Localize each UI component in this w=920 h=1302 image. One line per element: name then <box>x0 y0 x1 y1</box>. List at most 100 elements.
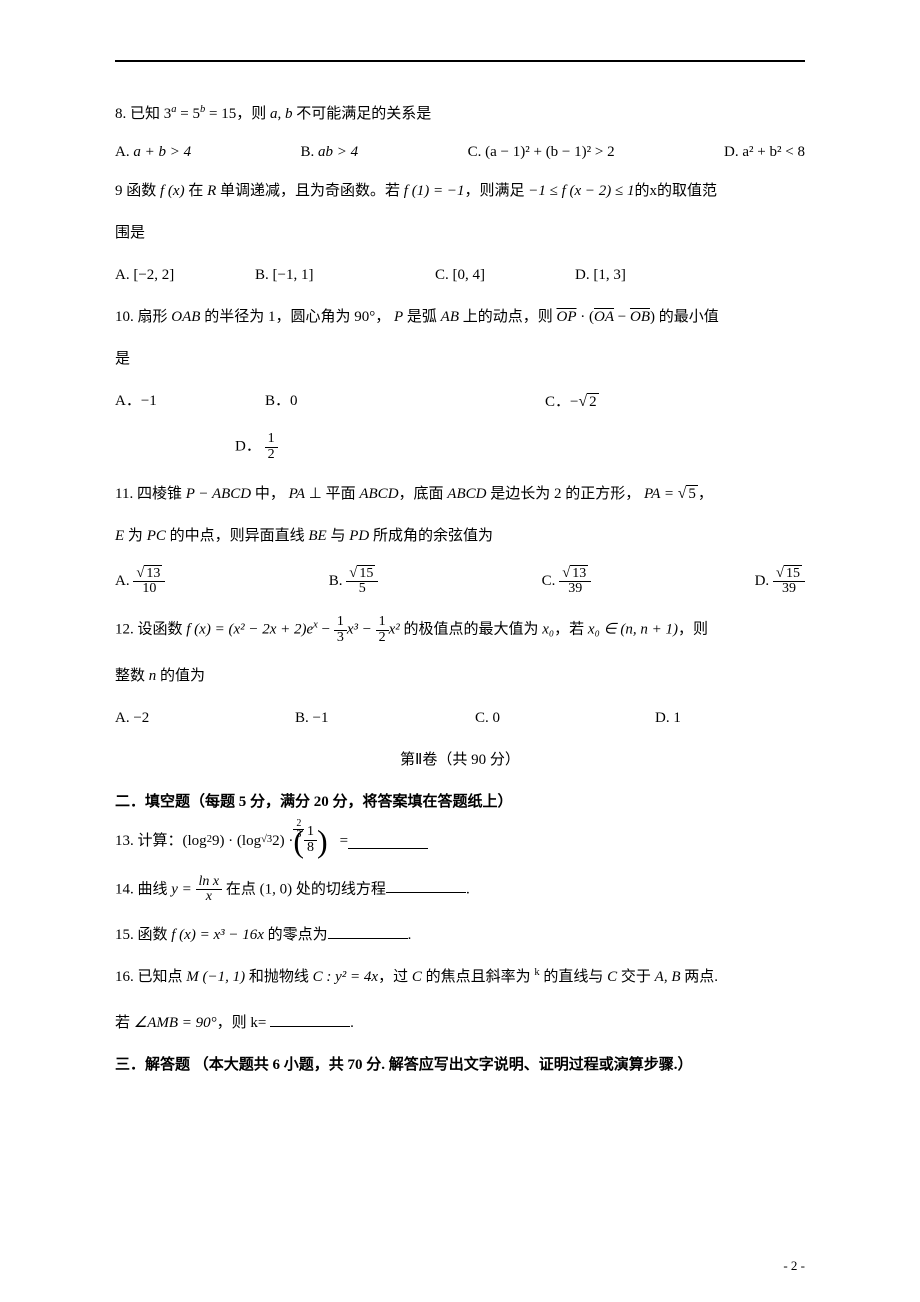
q16-t3: ，过 <box>378 969 412 985</box>
q13-fd: 8 <box>304 841 317 856</box>
q11-l2b: 为 <box>124 528 147 544</box>
q12-a: −2 <box>133 710 149 726</box>
q12-opt-a: A. −2 <box>115 706 295 730</box>
q9-opt-b: B. [−1, 1] <box>255 263 435 287</box>
q14-blank <box>386 877 466 893</box>
q9-t3: 单调递减，且为奇函数。若 <box>216 183 404 199</box>
part-2-title: 第Ⅱ卷（共 90 分） <box>115 748 805 772</box>
q11-l2e: 所成角的余弦值为 <box>369 528 493 544</box>
q16-l2b: ，则 k= <box>217 1015 270 1031</box>
q8-opt-c: C. (a − 1)² + (b − 1)² > 2 <box>468 144 615 161</box>
q9-f1: f (1) = −1 <box>404 183 465 199</box>
q13-p3: 2) · <box>272 829 293 853</box>
q12-options: A. −2 B. −1 C. 0 D. 1 <box>115 706 805 730</box>
q10-minus: − <box>614 309 630 325</box>
q12-t3: ，若 <box>554 622 588 638</box>
q11-stem-l2: E 为 PC 的中点，则异面直线 BE 与 PD 所成角的余弦值为 <box>115 524 805 548</box>
q11-pyr: P − ABCD <box>186 486 251 502</box>
q11-PA: PA <box>289 486 305 502</box>
q10-opt-c-rad: 2 <box>587 393 599 410</box>
q12-l2: 整数 <box>115 668 149 684</box>
q15-t1: 15. 函数 <box>115 927 171 943</box>
q11-t2: 中， <box>251 486 289 502</box>
q14-t2: 在点 <box>222 881 260 897</box>
q12-f1n: 1 <box>334 615 347 631</box>
q9-stem-l2: 围是 <box>115 221 805 245</box>
q11-c-num: 13 <box>570 565 588 581</box>
q14-num: ln x <box>199 874 220 889</box>
q11-options: A. 1310 B. 155 C. 1339 D. 1539 <box>115 566 805 597</box>
q11-b-den: 5 <box>346 582 378 597</box>
q10-t3: ，圆心角为 <box>275 309 354 325</box>
q10-AB: AB <box>441 309 459 325</box>
q13: 13. 计算： (log2 9) · (log√3 2) · ( 18 ) 23… <box>115 825 805 857</box>
q9-opt-a-m: [−2, 2] <box>133 267 174 283</box>
q10-P: P <box>394 309 403 325</box>
q12-l2b: 的值为 <box>156 668 205 684</box>
section-3-title: 三．解答题 （本大题共 6 小题，共 70 分. 解答应写出文字说明、证明过程或… <box>115 1053 805 1074</box>
q10-oab: OAB <box>171 309 200 325</box>
q12-f1d: 3 <box>334 631 347 646</box>
q8-opt-c-math: (a − 1)² + (b − 1)² > 2 <box>485 144 614 160</box>
q14-y: y = <box>171 881 195 897</box>
q9-t2: 在 <box>185 183 208 199</box>
q16-ang: ∠AMB = 90° <box>134 1015 217 1031</box>
q12-stem-l1: 12. 设函数 f (x) = (x² − 2x + 2)ex − 13x³ −… <box>115 615 805 645</box>
q16-blank <box>270 1011 350 1027</box>
q10-opt-b: B．0 <box>265 389 545 414</box>
q10-90: 90° <box>354 309 375 325</box>
q10-dot: · ( <box>577 309 595 325</box>
q8-opt-d-math: a² + b² < 8 <box>742 144 805 160</box>
page-number: - 2 - <box>783 1258 805 1274</box>
q12-x2: x² <box>389 622 400 638</box>
q13-fn: 1 <box>304 825 317 841</box>
q13-big-frac: ( 18 ) 23 <box>293 825 327 857</box>
q12-f2d: 2 <box>376 631 389 646</box>
q11-stem-l1: 11. 四棱锥 P − ABCD 中， PA ⊥ 平面 ABCD，底面 ABCD… <box>115 481 805 506</box>
q9-opt-d-m: [1, 3] <box>593 267 626 283</box>
q16-t5: 的直线与 <box>540 969 608 985</box>
section-2-title: 二．填空题（每题 5 分，满分 20 分，将答案填在答题纸上） <box>115 790 805 811</box>
q12-f2n: 1 <box>376 615 389 631</box>
q14-t1: 14. 曲线 <box>115 881 171 897</box>
q8-eq2: = 15 <box>205 106 236 122</box>
q12-d: 1 <box>673 710 681 726</box>
q8-options: A. a + b > 4 B. ab > 4 C. (a − 1)² + (b … <box>115 144 805 161</box>
q11-c-den: 39 <box>559 582 591 597</box>
q13-exp: 23 <box>293 819 304 841</box>
q10-t4: ， <box>375 309 394 325</box>
q11-a-num: 13 <box>144 565 162 581</box>
q12-t2: 的极值点的最大值为 <box>400 622 543 638</box>
q12-t4: ，则 <box>678 622 708 638</box>
q9-t5: 的x的取值范 <box>635 183 718 199</box>
q10-opt-c-pre: − <box>570 394 578 410</box>
q12-x3: x³ − <box>347 622 376 638</box>
q10-vec-oa: OA <box>594 309 614 325</box>
q11-paeq: PA = <box>644 486 678 502</box>
q11-perp: ⊥ 平面 <box>305 486 359 502</box>
q12-f: f (x) = (x² − 2x + 2)e <box>186 622 313 638</box>
q11-d-num: 15 <box>784 565 802 581</box>
q8-text: 8. 已知 <box>115 106 160 122</box>
q16-l2: 若 ∠AMB = 90°，则 k= . <box>115 1011 805 1035</box>
q16-t2: 和抛物线 <box>245 969 313 985</box>
q16-C: C : y² = 4x <box>313 969 378 985</box>
q15-t2: 的零点为 <box>264 927 328 943</box>
q8-tail: 不可能满足的关系是 <box>292 106 431 122</box>
q8-opt-b: B. ab > 4 <box>301 144 359 161</box>
q11-abcd2: ABCD <box>447 486 486 502</box>
q14-t3: 处的切线方程 <box>292 881 386 897</box>
q15-f: f (x) = x³ − 16x <box>171 927 264 943</box>
q10-stem-l1: 10. 扇形 OAB 的半径为 1，圆心角为 90°， P 是弧 AB 上的动点… <box>115 305 805 329</box>
q11-l2c: 的中点，则异面直线 <box>166 528 309 544</box>
q10-vec-ob: OB <box>630 309 650 325</box>
q14-dot: . <box>466 881 470 897</box>
q12-opt-b: B. −1 <box>295 706 475 730</box>
q8-opt-a: A. a + b > 4 <box>115 144 191 161</box>
q9-opt-c-m: [0, 4] <box>453 267 486 283</box>
q13-p1: (log <box>183 829 207 853</box>
q10-opt-c: C．−2 <box>545 389 599 414</box>
q8-eq: = 5 <box>177 106 200 122</box>
q9-t6: 围是 <box>115 225 145 241</box>
q11-opt-d: D. 1539 <box>755 566 805 597</box>
